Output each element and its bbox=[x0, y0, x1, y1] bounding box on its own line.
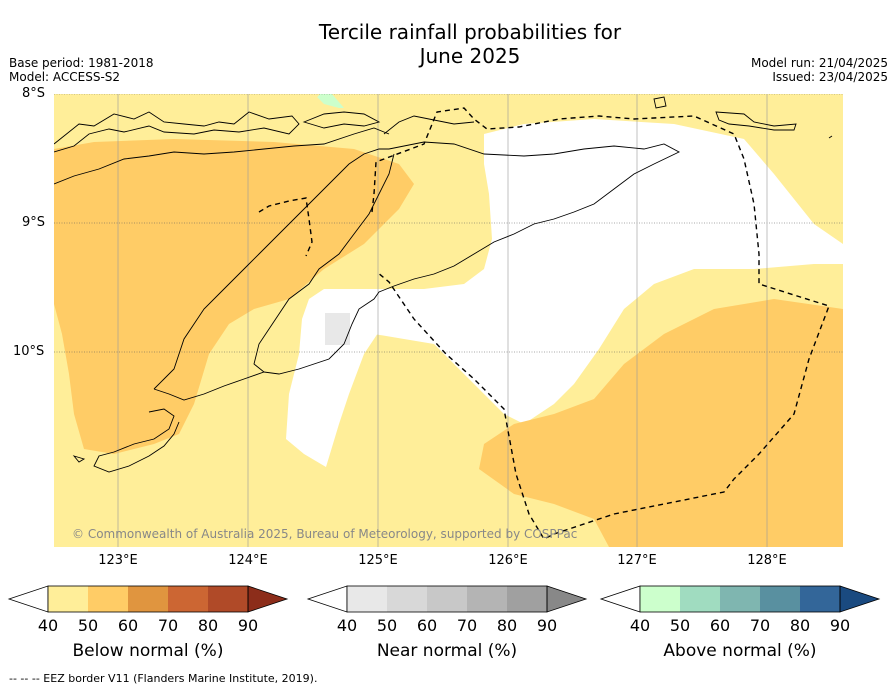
colorbar-arrow-low bbox=[599, 585, 641, 613]
lon-label-124e: 124°E bbox=[228, 553, 268, 568]
colorbar-segment bbox=[760, 586, 800, 612]
meridians bbox=[117, 94, 768, 547]
colorbar-tick-label: 40 bbox=[37, 616, 59, 635]
colorbar-outline bbox=[639, 585, 841, 613]
copyright-text: © Commonwealth of Australia 2025, Bureau… bbox=[72, 527, 577, 541]
near-normal-40-50-area bbox=[325, 313, 350, 345]
meta-left: Base period: 1981-2018 Model: ACCESS-S2 bbox=[9, 56, 154, 84]
lon-label-128e: 128°E bbox=[747, 553, 787, 568]
colorbar-label-near-normal: Near normal (%) bbox=[376, 641, 518, 661]
colorbar-tick-label: 70 bbox=[749, 616, 771, 635]
colorbar-label-below-normal: Below normal (%) bbox=[72, 641, 224, 661]
lat-label-8s: 8°S bbox=[22, 86, 46, 101]
colorbar-segment bbox=[680, 586, 720, 612]
below-normal-50-60-area-west bbox=[54, 139, 414, 454]
colorbar-near-normal bbox=[306, 585, 588, 613]
coastlines bbox=[54, 96, 833, 473]
below-normal-top-strip bbox=[254, 94, 474, 124]
colorbar-segment bbox=[427, 586, 467, 612]
colorbar-segment bbox=[48, 586, 88, 612]
colorbar-tick-label: 80 bbox=[496, 616, 518, 635]
colorbar-tick-label: 50 bbox=[376, 616, 398, 635]
title-line-1: Tercile rainfall probabilities for bbox=[318, 20, 622, 44]
colorbar-tick-label: 90 bbox=[536, 616, 558, 635]
gridlines bbox=[54, 94, 843, 353]
title-line-2: June 2025 bbox=[419, 44, 521, 68]
colorbar-tick-label: 60 bbox=[709, 616, 731, 635]
colorbars bbox=[7, 585, 881, 613]
below-normal-50-60-area-east bbox=[479, 299, 843, 547]
lon-label-127e: 127°E bbox=[617, 553, 657, 568]
lon-label-125e: 125°E bbox=[358, 553, 398, 568]
colorbar-segment bbox=[168, 586, 208, 612]
colorbar-tick-label: 70 bbox=[157, 616, 179, 635]
colorbar-arrow-high bbox=[247, 585, 289, 613]
chart-title: Tercile rainfall probabilities for June … bbox=[0, 20, 896, 68]
colorbar-segment bbox=[88, 586, 128, 612]
lon-label-123e: 123°E bbox=[98, 553, 138, 568]
colorbar-tick-label: 60 bbox=[416, 616, 438, 635]
colorbar-segment bbox=[387, 586, 427, 612]
colorbar-outline bbox=[346, 585, 548, 613]
map-panel: © Commonwealth of Australia 2025, Bureau… bbox=[54, 94, 843, 547]
lon-label-126e: 126°E bbox=[488, 553, 528, 568]
colorbar-arrow-low bbox=[7, 585, 49, 613]
colorbar-segment bbox=[720, 586, 760, 612]
colorbar-tick-label: 60 bbox=[117, 616, 139, 635]
eez-border bbox=[258, 107, 830, 540]
colorbar-above-normal bbox=[599, 585, 881, 613]
colorbar-tick-label: 90 bbox=[237, 616, 259, 635]
colorbar-segment bbox=[128, 586, 168, 612]
colorbar-arrow-high bbox=[546, 585, 588, 613]
colorbar-tick-label: 40 bbox=[629, 616, 651, 635]
lat-label-10s: 10°S bbox=[13, 344, 45, 359]
colorbar-arrow-high bbox=[839, 585, 881, 613]
colorbar-segment bbox=[800, 586, 840, 612]
base-period: Base period: 1981-2018 bbox=[9, 56, 154, 70]
colorbar-tick-label: 40 bbox=[336, 616, 358, 635]
colorbar-tick-label: 50 bbox=[77, 616, 99, 635]
colorbar-tick-label: 50 bbox=[669, 616, 691, 635]
meta-right: Model run: 21/04/2025 Issued: 23/04/2025 bbox=[751, 56, 888, 84]
colorbar-tick-label: 80 bbox=[789, 616, 811, 635]
colorbar-label-above-normal: Above normal (%) bbox=[663, 641, 817, 661]
model-run: Model run: 21/04/2025 bbox=[750, 56, 888, 70]
colorbar-tick-label: 80 bbox=[197, 616, 219, 635]
colorbar-below-normal bbox=[7, 585, 289, 613]
colorbar-arrow-low bbox=[306, 585, 348, 613]
colorbar-tick-label: 70 bbox=[456, 616, 478, 635]
colorbar-outline bbox=[47, 585, 249, 613]
colorbar-segment bbox=[467, 586, 507, 612]
issued-date: Issued: 23/04/2025 bbox=[772, 70, 888, 84]
footnote: -- -- -- EEZ border V11 (Flanders Marine… bbox=[9, 672, 318, 685]
colorbar-segment bbox=[507, 586, 547, 612]
no-dominant-tercile-area-west bbox=[286, 289, 384, 467]
lat-label-9s: 9°S bbox=[22, 215, 46, 230]
no-dominant-tercile-area bbox=[329, 119, 843, 424]
model-name: Model: ACCESS-S2 bbox=[9, 70, 121, 84]
colorbar-tick-label: 90 bbox=[829, 616, 851, 635]
colorbar-segment bbox=[347, 586, 387, 612]
colorbar-segment bbox=[208, 586, 248, 612]
colorbar-segment bbox=[640, 586, 680, 612]
